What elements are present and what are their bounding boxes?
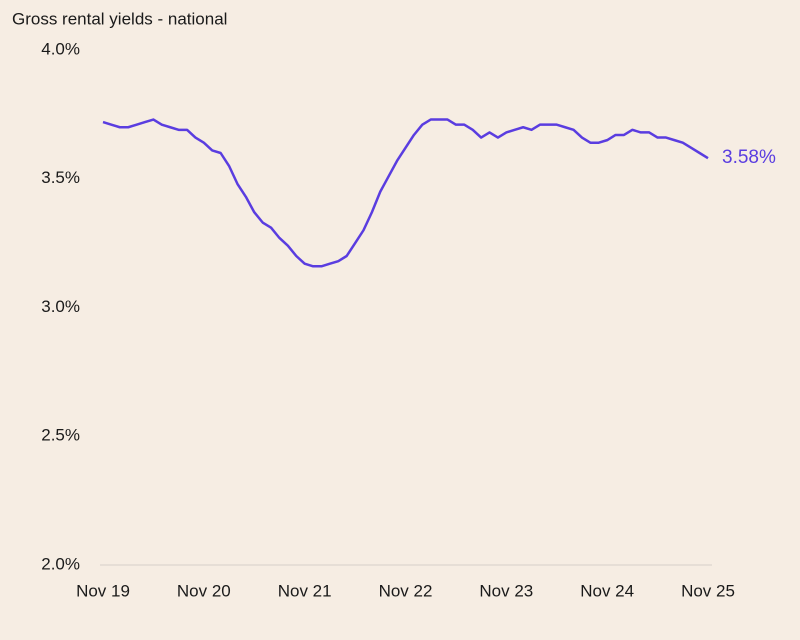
x-tick-label: Nov 19 bbox=[76, 581, 130, 600]
y-tick-label: 3.5% bbox=[41, 168, 80, 187]
x-tick-label: Nov 22 bbox=[379, 581, 433, 600]
x-tick-label: Nov 20 bbox=[177, 581, 231, 600]
y-tick-label: 3.0% bbox=[41, 297, 80, 316]
x-tick-label: Nov 25 bbox=[681, 581, 735, 600]
y-tick-label: 4.0% bbox=[41, 39, 80, 58]
y-tick-label: 2.0% bbox=[41, 554, 80, 573]
x-tick-label: Nov 21 bbox=[278, 581, 332, 600]
x-tick-label: Nov 23 bbox=[479, 581, 533, 600]
value-label: 3.58% bbox=[722, 147, 776, 168]
y-tick-label: 2.5% bbox=[41, 426, 80, 445]
chart-title: Gross rental yields - national bbox=[12, 9, 227, 28]
x-tick-label: Nov 24 bbox=[580, 581, 634, 600]
line bbox=[102, 118, 709, 268]
